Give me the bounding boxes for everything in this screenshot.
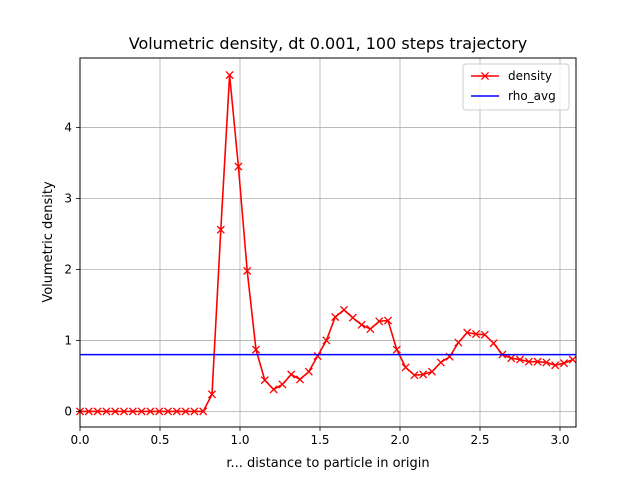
y-axis-label: Volumetric density xyxy=(41,181,56,303)
legend-entry-density: density xyxy=(471,69,552,83)
x-tick-label: 1.0 xyxy=(230,433,249,447)
data-point-marker xyxy=(375,317,384,326)
data-point-marker xyxy=(260,376,269,385)
chart-title: Volumetric density, dt 0.001, 100 steps … xyxy=(129,34,528,53)
x-tick-label: 0.5 xyxy=(150,433,169,447)
data-point-marker xyxy=(216,225,225,234)
y-tick-label: 2 xyxy=(64,262,72,276)
data-point-marker xyxy=(243,266,252,275)
y-tick-label: 1 xyxy=(64,333,72,347)
data-point-marker xyxy=(287,370,296,379)
data-point-marker xyxy=(181,407,190,416)
x-tick-label: 3.0 xyxy=(550,433,569,447)
data-point-marker xyxy=(278,380,287,389)
data-point-marker xyxy=(392,345,401,354)
axes: 0.0 0.5 1.0 1.5 2.0 2.5 3.0 0 1 2 3 4 xyxy=(64,121,569,447)
data-point-marker xyxy=(533,357,542,366)
data-point-marker xyxy=(507,354,516,363)
legend-label: rho_avg xyxy=(508,89,556,103)
y-tick-label: 0 xyxy=(64,404,72,418)
legend-marker xyxy=(480,71,490,81)
data-point-marker xyxy=(357,320,366,329)
data-point-marker xyxy=(383,316,393,325)
data-point-marker xyxy=(128,407,137,416)
legend: density rho_avg xyxy=(462,63,570,111)
data-point-marker xyxy=(339,305,349,314)
data-point-marker xyxy=(207,390,217,399)
data-point-marker xyxy=(366,325,375,334)
data-point-marker xyxy=(427,367,437,376)
data-point-marker xyxy=(111,407,120,416)
x-tick-label: 1.5 xyxy=(310,433,329,447)
data-point-marker xyxy=(199,407,208,416)
data-point-marker xyxy=(163,407,173,416)
data-point-marker xyxy=(295,375,305,384)
data-point-marker xyxy=(102,407,111,416)
data-point-marker xyxy=(559,359,569,368)
data-point-marker xyxy=(84,407,93,416)
data-point-marker xyxy=(172,407,181,416)
series-density xyxy=(75,70,577,416)
data-point-marker xyxy=(331,312,340,322)
x-tick-label: 0.0 xyxy=(70,433,89,447)
data-point-marker xyxy=(155,407,164,416)
y-tick-label: 4 xyxy=(64,121,72,135)
data-point-marker xyxy=(137,407,146,416)
x-axis-label: r... distance to particle in origin xyxy=(226,456,429,471)
data-point-marker xyxy=(410,371,419,380)
data-point-marker xyxy=(436,358,445,367)
data-point-marker xyxy=(146,407,155,416)
x-tick-label: 2.0 xyxy=(390,433,409,447)
legend-label: density xyxy=(508,69,552,83)
data-point-marker xyxy=(251,345,261,354)
data-point-marker xyxy=(542,358,551,367)
data-point-marker xyxy=(269,385,278,394)
data-point-marker xyxy=(313,351,322,361)
data-point-marker xyxy=(401,363,410,372)
data-point-marker xyxy=(348,313,357,322)
legend-entry-rho_avg: rho_avg xyxy=(471,89,556,103)
plot-frame xyxy=(79,57,577,428)
x-tick-label: 2.5 xyxy=(470,433,489,447)
data-point-marker xyxy=(471,329,481,339)
data-point-marker xyxy=(480,330,489,339)
data-point-marker xyxy=(190,407,199,416)
data-point-marker xyxy=(524,357,533,366)
data-point-marker xyxy=(568,355,577,364)
data-point-marker xyxy=(515,355,525,364)
data-point-marker xyxy=(93,407,102,416)
data-point-marker xyxy=(119,407,129,416)
series-layer xyxy=(75,70,577,416)
y-tick-label: 3 xyxy=(64,192,72,206)
data-point-marker xyxy=(304,367,313,376)
data-point-marker xyxy=(225,70,234,80)
data-point-marker xyxy=(463,328,472,337)
data-point-marker xyxy=(454,338,463,347)
data-point-marker xyxy=(489,339,498,348)
data-point-marker xyxy=(419,370,428,379)
data-point-marker xyxy=(551,361,560,370)
data-point-marker xyxy=(322,336,331,345)
data-point-marker xyxy=(234,162,243,171)
